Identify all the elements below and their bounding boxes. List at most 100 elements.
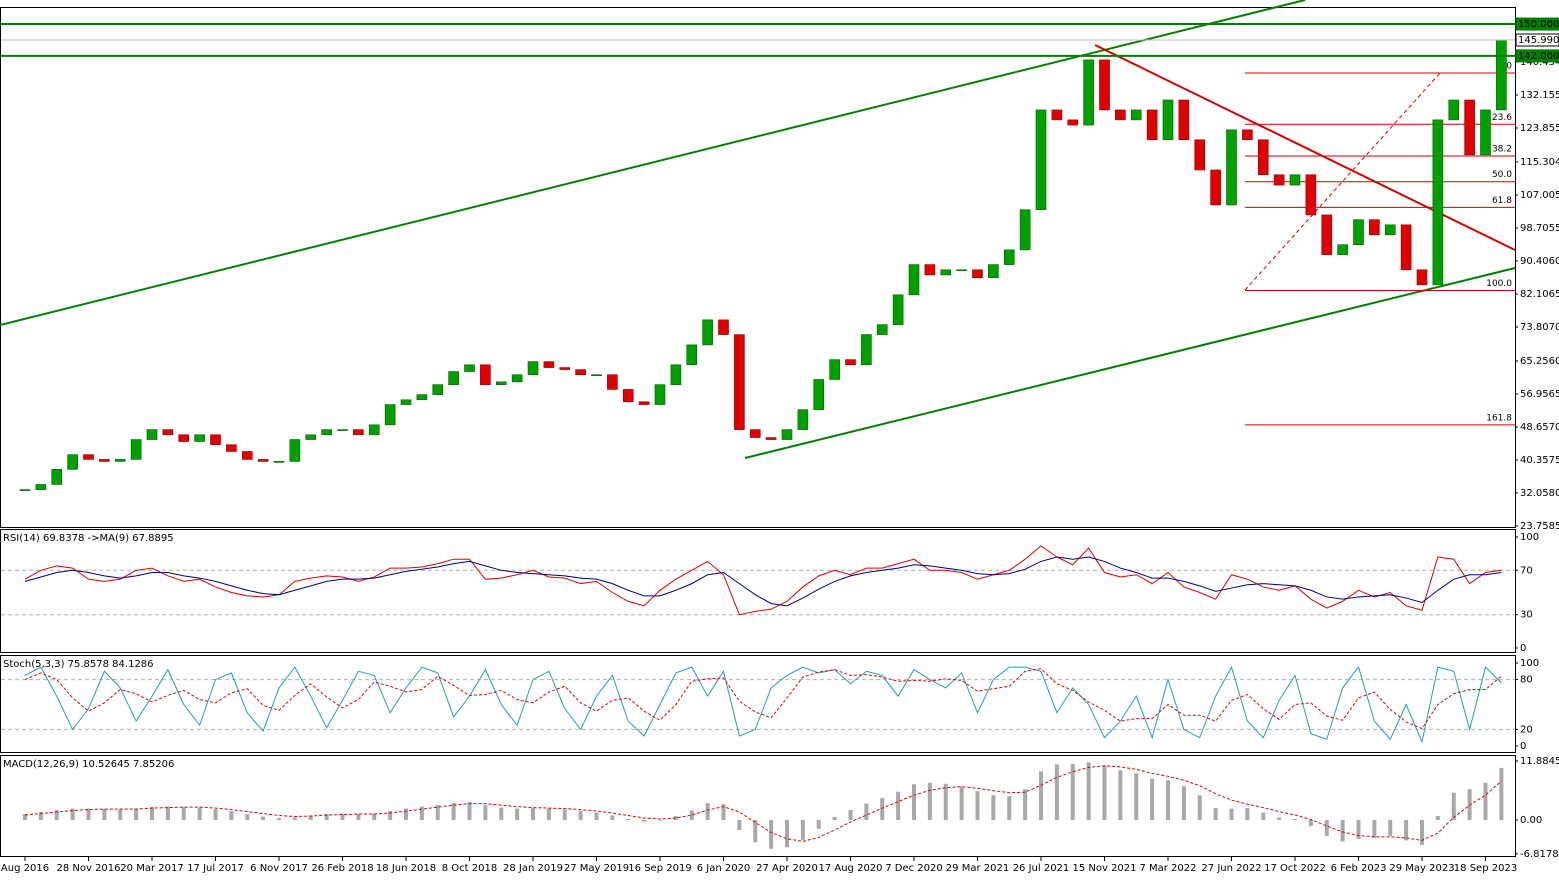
histogram-bar bbox=[1181, 786, 1186, 821]
y-tick-label: 140.4545 bbox=[1520, 57, 1559, 68]
trend-down bbox=[1094, 44, 1516, 251]
candle bbox=[321, 429, 332, 436]
candle bbox=[1115, 109, 1126, 121]
histogram-bar bbox=[912, 784, 916, 821]
candle bbox=[1496, 39, 1507, 111]
y-tick-label: 82.1065 bbox=[1520, 289, 1559, 300]
price-level-label: 142.0000 bbox=[1518, 51, 1559, 62]
candle bbox=[464, 364, 475, 372]
pane-layer: 0 20 80 100 Stoch(5,3,3) 75.8578 84.1286 bbox=[1, 658, 1539, 752]
fib-label: 61.8 bbox=[1492, 196, 1512, 206]
y-tick-label: 20 bbox=[1520, 724, 1533, 735]
indicator-line bbox=[24, 545, 1502, 616]
drawings bbox=[0, 0, 1516, 459]
y-tick-label: 0 bbox=[1520, 643, 1526, 654]
candle bbox=[162, 429, 174, 436]
histogram-bar bbox=[340, 813, 345, 821]
candle bbox=[480, 364, 491, 385]
histogram-bar bbox=[769, 820, 774, 849]
histogram-bar bbox=[800, 820, 805, 840]
histogram-bar bbox=[451, 803, 456, 821]
candle bbox=[1305, 174, 1317, 216]
price-level-label: 150.0000 bbox=[1518, 19, 1559, 30]
histogram-bar bbox=[86, 808, 91, 821]
histogram-bar bbox=[1245, 808, 1250, 821]
x-tick-label: 7 Dec 2020 bbox=[885, 863, 943, 874]
x-tick-label: 18 Jun 2018 bbox=[376, 863, 436, 874]
histogram-bar bbox=[753, 820, 758, 843]
histogram-bar bbox=[1150, 778, 1155, 821]
histogram-bar bbox=[1435, 816, 1440, 821]
histogram-bar bbox=[816, 820, 821, 829]
histogram-bar bbox=[642, 820, 647, 822]
candle bbox=[241, 451, 253, 460]
pane-layer: 0 30 70 100 RSI(14) 69.8378 ->MA(9) 67.8895 bbox=[1, 532, 1539, 654]
candle bbox=[543, 361, 555, 368]
histogram-bar bbox=[1499, 767, 1504, 821]
candle bbox=[495, 381, 507, 385]
y-tick-label: 0.00 bbox=[1520, 815, 1542, 826]
candle bbox=[51, 469, 63, 485]
candle bbox=[511, 374, 523, 383]
histogram-bar bbox=[467, 802, 472, 821]
candle bbox=[908, 264, 920, 296]
candle bbox=[956, 269, 967, 272]
histogram-bar bbox=[277, 818, 281, 821]
histogram-bar bbox=[1340, 820, 1345, 842]
fib-label: 50.0 bbox=[1492, 170, 1512, 180]
candle bbox=[368, 424, 380, 436]
histogram-bar bbox=[864, 803, 869, 821]
candle bbox=[813, 379, 825, 411]
candle bbox=[607, 374, 618, 390]
candle bbox=[1226, 129, 1237, 206]
candle bbox=[892, 294, 904, 325]
candle bbox=[1416, 269, 1428, 286]
candle bbox=[289, 439, 301, 462]
histogram-bar bbox=[1023, 789, 1028, 821]
channel-upper bbox=[0, 0, 1306, 326]
candle bbox=[1432, 119, 1444, 286]
histogram-bar bbox=[118, 809, 123, 821]
x-tick-label: 7 Mar 2022 bbox=[1139, 863, 1196, 874]
candle bbox=[384, 404, 396, 426]
candle bbox=[19, 489, 31, 491]
price-pane bbox=[0, 7, 1516, 528]
histogram-bar bbox=[737, 820, 742, 830]
candle bbox=[718, 319, 729, 335]
histogram-bar bbox=[848, 810, 853, 821]
y-tick-label: 100 bbox=[1520, 658, 1539, 669]
histogram-bar bbox=[1324, 820, 1329, 836]
candle bbox=[622, 389, 634, 403]
x-tick-label: 26 Feb 2018 bbox=[311, 863, 373, 874]
histogram-bar bbox=[959, 786, 964, 821]
stoch-pane bbox=[0, 655, 1516, 753]
histogram-bar bbox=[975, 791, 980, 821]
candle bbox=[1035, 109, 1047, 211]
y-tick-label: 115.3045 bbox=[1520, 157, 1559, 168]
indicator-line bbox=[24, 765, 1502, 842]
candle bbox=[1178, 99, 1190, 141]
histogram-bar bbox=[1039, 771, 1043, 821]
price-level-box bbox=[1515, 49, 1559, 63]
channel-lower bbox=[744, 267, 1516, 459]
histogram-bar bbox=[562, 809, 567, 821]
y-tick-label: 23.7585 bbox=[1520, 521, 1559, 532]
histogram-bar bbox=[1102, 765, 1107, 821]
candle bbox=[1003, 249, 1015, 265]
candle bbox=[1019, 209, 1031, 251]
candle bbox=[1321, 214, 1333, 255]
candle bbox=[1257, 139, 1269, 176]
histogram-bar bbox=[404, 808, 408, 821]
y-tick-label: 123.8555 bbox=[1520, 123, 1559, 134]
histogram-bar bbox=[610, 815, 615, 821]
pane-title: Stoch(5,3,3) 75.8578 84.1286 bbox=[3, 659, 154, 670]
histogram-bar bbox=[1197, 795, 1202, 821]
candle bbox=[781, 429, 793, 440]
candle bbox=[337, 429, 348, 431]
candle bbox=[400, 399, 412, 405]
candle bbox=[1146, 109, 1158, 141]
histogram-bar bbox=[197, 807, 202, 821]
histogram-bar bbox=[23, 814, 27, 821]
histogram-bar bbox=[38, 812, 43, 821]
histogram-bar bbox=[1213, 808, 1218, 821]
